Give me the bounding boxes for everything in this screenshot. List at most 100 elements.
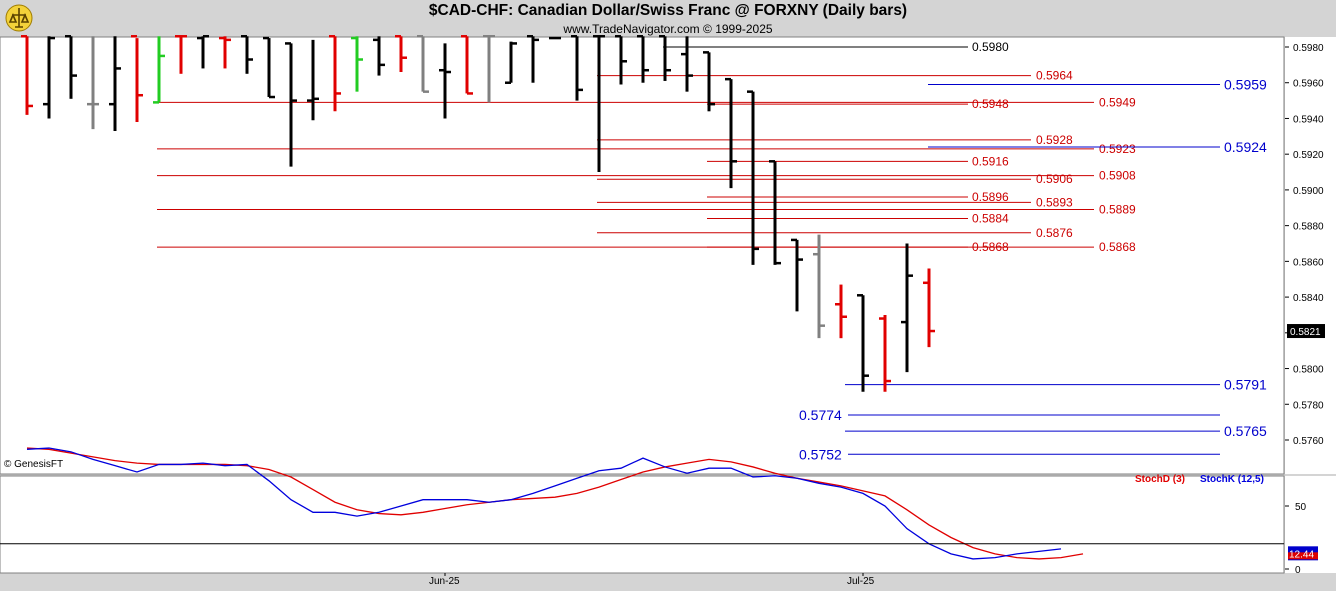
fib-level-label: 0.5868 bbox=[1099, 240, 1136, 254]
stochk-line bbox=[26, 447, 1062, 560]
price-bar bbox=[593, 35, 605, 173]
stochd-line bbox=[26, 447, 1084, 560]
support-level-label: 0.5752 bbox=[799, 446, 842, 462]
time-axis-label: Jun-25 bbox=[429, 576, 460, 587]
price-bar bbox=[241, 35, 253, 74]
trade-navigator-logo-icon bbox=[4, 3, 34, 38]
price-bar bbox=[219, 36, 231, 69]
price-bar bbox=[307, 39, 319, 121]
chart-title: $CAD-CHF: Canadian Dollar/Swiss Franc @ … bbox=[428, 2, 908, 19]
price-bar bbox=[923, 268, 935, 348]
price-bar bbox=[197, 35, 209, 69]
fib-level-label: 0.5896 bbox=[972, 190, 1009, 204]
stochastic-legend: StochD (3) StochK (12,5) bbox=[1135, 474, 1264, 485]
price-bar bbox=[791, 238, 803, 312]
price-bar bbox=[703, 51, 715, 112]
price-axis-label: 0.5840 bbox=[1293, 293, 1324, 304]
price-bar bbox=[857, 294, 869, 392]
price-bar bbox=[813, 234, 825, 339]
support-level-label: 0.5924 bbox=[1224, 139, 1267, 155]
watermark: © GenesisFT bbox=[4, 459, 63, 470]
price-bar bbox=[725, 77, 737, 189]
fib-level-label: 0.5908 bbox=[1099, 169, 1136, 183]
fib-level-label: 0.5949 bbox=[1099, 95, 1136, 109]
price-axis-label: 0.5780 bbox=[1293, 400, 1324, 411]
price-axis-background bbox=[1285, 37, 1336, 474]
price-bar bbox=[659, 35, 671, 81]
support-level-label: 0.5791 bbox=[1224, 377, 1267, 393]
time-axis: Jun-25 Jul-25 bbox=[429, 573, 875, 587]
stochastic-last-marker-lower bbox=[1288, 552, 1318, 560]
price-bar bbox=[439, 43, 451, 119]
price-bar bbox=[615, 35, 627, 85]
fib-level-label: 0.5916 bbox=[972, 154, 1009, 168]
price-bar bbox=[527, 35, 539, 83]
support-level-label: 0.5765 bbox=[1224, 423, 1267, 439]
price-bar bbox=[131, 35, 143, 123]
stochd-legend: StochD (3) bbox=[1135, 474, 1185, 485]
price-bar bbox=[483, 35, 495, 103]
price-bar bbox=[747, 90, 759, 265]
last-price-label: 0.5821 bbox=[1290, 327, 1321, 338]
fib-level-label: 0.5884 bbox=[972, 211, 1009, 225]
fib-level-label: 0.5948 bbox=[972, 97, 1009, 111]
price-axis-label: 0.5760 bbox=[1293, 436, 1324, 447]
stochastic-axis-label: 0 bbox=[1295, 565, 1301, 576]
price-bar bbox=[637, 35, 649, 83]
last-price-marker bbox=[1287, 324, 1325, 339]
price-bar bbox=[571, 35, 583, 101]
support-level-label: 0.5774 bbox=[799, 407, 842, 423]
fib-level-label: 0.5889 bbox=[1099, 203, 1136, 217]
fib-levels: 0.5980 0.5964 0.5949 0.5948 0.5928 0.5923 0.59… bbox=[157, 40, 1136, 254]
price-bar bbox=[65, 35, 77, 99]
price-bar bbox=[87, 36, 99, 130]
price-bar bbox=[461, 35, 473, 95]
stochastic-axis: 50 0 12.44 bbox=[0, 502, 1318, 576]
time-axis-label: Jul-25 bbox=[847, 576, 875, 587]
stochastic-lines bbox=[26, 447, 1084, 560]
price-axis-label: 0.5980 bbox=[1293, 43, 1324, 54]
price-bar bbox=[43, 36, 55, 119]
price-bar bbox=[769, 160, 781, 265]
price-axis-label: 0.5880 bbox=[1293, 222, 1324, 233]
price-axis-label: 0.5920 bbox=[1293, 150, 1324, 161]
support-levels: 0.5959 0.5924 0.5791 0.5774 0.5765 0.5752 bbox=[799, 77, 1267, 463]
price-axis-label: 0.5800 bbox=[1293, 365, 1324, 376]
price-bar bbox=[373, 36, 385, 76]
price-axis: 0.5980 0.5960 0.5940 0.5920 0.5900 0.5880 0.58… bbox=[1285, 43, 1325, 447]
fib-level-label: 0.5906 bbox=[1036, 172, 1073, 186]
price-bar bbox=[175, 35, 187, 74]
price-bar bbox=[417, 35, 429, 93]
price-axis-label: 0.5860 bbox=[1293, 257, 1324, 268]
chart-subtitle: www.TradeNavigator.com © 1999-2025 bbox=[563, 22, 773, 36]
price-bar bbox=[285, 42, 297, 167]
price-bars bbox=[21, 35, 935, 392]
price-bar bbox=[505, 41, 517, 84]
price-bar bbox=[351, 36, 363, 92]
price-axis-label: 0.5940 bbox=[1293, 114, 1324, 125]
stochk-legend: StochK (12,5) bbox=[1200, 474, 1264, 485]
fib-level-label: 0.5964 bbox=[1036, 69, 1073, 83]
price-bar bbox=[263, 36, 275, 99]
stochastic-panel bbox=[0, 475, 1285, 574]
price-panel bbox=[0, 36, 1285, 475]
fib-level-label: 0.5876 bbox=[1036, 226, 1073, 240]
price-bar bbox=[901, 243, 913, 373]
price-axis-label: 0.5960 bbox=[1293, 79, 1324, 90]
price-bar bbox=[835, 284, 847, 339]
price-bar bbox=[329, 35, 341, 112]
price-bar bbox=[681, 36, 693, 92]
fib-level-label: 0.5893 bbox=[1036, 195, 1073, 209]
fib-level-label: 0.5923 bbox=[1099, 142, 1136, 156]
fib-level-label: 0.5928 bbox=[1036, 133, 1073, 147]
fib-level-label: 0.5980 bbox=[972, 40, 1009, 54]
price-bar bbox=[153, 36, 165, 104]
price-bar bbox=[109, 36, 121, 131]
chart-header: $CAD-CHF: Canadian Dollar/Swiss Franc @ … bbox=[0, 0, 1336, 38]
stochastic-axis-label: 50 bbox=[1295, 502, 1307, 513]
stochastic-last-label: 12.44 bbox=[1289, 549, 1314, 560]
price-bar bbox=[395, 35, 407, 73]
price-axis-label: 0.5900 bbox=[1293, 186, 1324, 197]
price-bar bbox=[879, 314, 891, 392]
